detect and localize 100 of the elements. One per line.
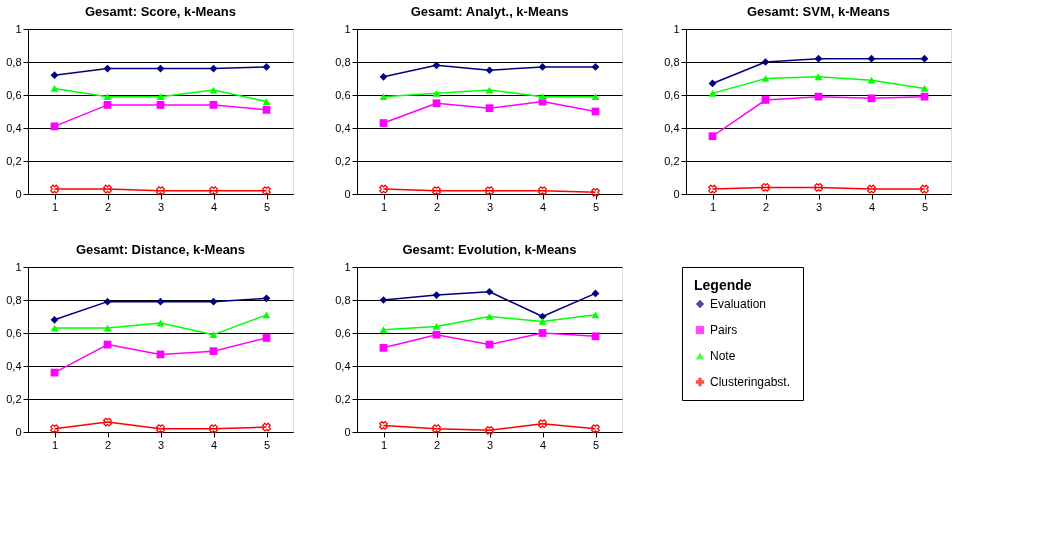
y-tick-label: 0,2	[6, 154, 22, 167]
x-tick-label: 4	[539, 438, 547, 451]
legend-label: Pairs	[710, 323, 738, 337]
point	[538, 63, 547, 71]
point	[379, 420, 388, 430]
point	[50, 324, 59, 332]
point	[103, 101, 112, 109]
point	[156, 186, 165, 196]
point	[432, 424, 441, 434]
point	[432, 99, 441, 108]
point	[379, 72, 388, 81]
point	[103, 297, 112, 306]
y-tick-label: 1	[15, 260, 22, 273]
chart-title: Gesamt: SVM, k-Means	[746, 4, 891, 19]
point	[761, 75, 770, 82]
point	[814, 182, 823, 192]
x-tick-label: 3	[815, 200, 823, 213]
point	[538, 318, 547, 325]
x-tick-label: 3	[157, 200, 165, 213]
point	[262, 63, 271, 71]
y-tick-label: 0,8	[6, 55, 22, 68]
point	[867, 54, 876, 63]
point	[591, 187, 600, 197]
legend-label: Clusteringabst.	[710, 375, 791, 389]
chart-title: Gesamt: Distance, k-Means	[75, 242, 246, 257]
point	[920, 85, 929, 92]
point	[485, 186, 494, 196]
x-tick-label: 2	[104, 438, 112, 451]
y-tick-label: 0	[15, 187, 22, 200]
y-tick-label: 0	[344, 425, 351, 438]
y-tick-label: 0,4	[335, 121, 351, 134]
point	[103, 324, 112, 332]
point	[867, 94, 876, 103]
point	[156, 101, 165, 109]
x-tick-label: 2	[104, 200, 112, 213]
y-tick-label: 0,4	[335, 359, 351, 372]
point	[538, 419, 547, 429]
point	[209, 186, 218, 196]
point	[432, 90, 441, 97]
point	[814, 73, 823, 81]
point	[485, 313, 494, 320]
chart-title: Gesamt: Score, k-Means	[84, 4, 237, 19]
point	[209, 297, 218, 306]
point	[432, 186, 441, 196]
point	[867, 184, 876, 194]
point	[156, 424, 165, 434]
legend-label: Evaluation	[710, 297, 767, 311]
x-tick-label: 5	[921, 200, 929, 213]
point	[209, 331, 218, 338]
y-tick-label: 0,6	[6, 326, 22, 339]
point	[50, 424, 59, 434]
point	[432, 291, 441, 299]
y-tick-label: 0,6	[664, 88, 680, 101]
point	[814, 54, 823, 63]
point	[50, 184, 59, 194]
x-tick-label: 4	[868, 200, 876, 213]
point	[591, 311, 600, 319]
x-tick-label: 1	[51, 438, 59, 451]
point	[920, 92, 929, 101]
x-tick-label: 2	[762, 200, 770, 213]
point	[761, 96, 770, 104]
y-tick-label: 0,8	[335, 293, 351, 306]
point	[379, 119, 388, 127]
legend-title: Legende	[694, 277, 752, 293]
point	[156, 93, 165, 100]
point	[538, 93, 547, 100]
point	[50, 122, 59, 131]
point	[485, 86, 494, 94]
y-tick-label: 0,4	[6, 121, 22, 134]
legend-label: Note	[710, 349, 736, 363]
point	[708, 184, 717, 194]
point	[262, 334, 271, 342]
point	[432, 330, 441, 339]
point	[103, 417, 112, 427]
point	[156, 319, 165, 327]
point	[50, 71, 59, 80]
y-tick-label: 0,8	[335, 55, 351, 68]
y-tick-label: 1	[673, 22, 680, 35]
point	[485, 66, 494, 75]
x-tick-label: 1	[380, 438, 388, 451]
y-tick-label: 0	[344, 187, 351, 200]
point	[591, 332, 600, 341]
point	[209, 347, 218, 356]
point	[50, 85, 59, 92]
point	[485, 287, 494, 296]
point	[379, 184, 388, 194]
y-tick-label: 0,6	[335, 88, 351, 101]
point	[761, 182, 770, 192]
y-tick-label: 0,4	[6, 359, 22, 372]
x-tick-label: 3	[157, 438, 165, 451]
point	[708, 132, 717, 141]
point	[538, 329, 547, 337]
y-tick-label: 0,6	[6, 88, 22, 101]
point	[209, 86, 218, 94]
point	[262, 294, 271, 303]
x-tick-label: 2	[433, 438, 441, 451]
point	[761, 58, 770, 66]
point	[103, 184, 112, 194]
point	[538, 186, 547, 196]
point	[485, 104, 494, 113]
